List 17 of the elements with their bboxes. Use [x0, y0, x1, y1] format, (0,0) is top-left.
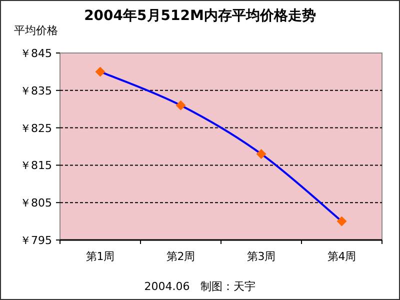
y-tick-label: ￥825: [20, 122, 52, 135]
y-tick-label: ￥815: [20, 159, 52, 172]
point: [176, 100, 186, 110]
point: [95, 66, 106, 77]
point: [336, 216, 347, 226]
point: [256, 148, 266, 159]
x-tick-label: 第2周: [166, 250, 196, 263]
x-tick-label: 第1周: [86, 250, 115, 263]
y-tick-label: ￥845: [20, 47, 52, 60]
y-axis-title: 平均价格: [14, 24, 58, 37]
y-tick-label: ￥835: [20, 84, 52, 98]
x-tick-label: 第3周: [246, 250, 276, 263]
text: 2004.06 制图：天宇: [144, 280, 256, 293]
y-tick-label: ￥805: [20, 196, 52, 210]
y-tick-label: ￥795: [20, 234, 52, 247]
x-tick-label: 第4周: [327, 250, 356, 263]
chart-title: 2004年5月512M内存平均价格走势: [84, 8, 316, 24]
